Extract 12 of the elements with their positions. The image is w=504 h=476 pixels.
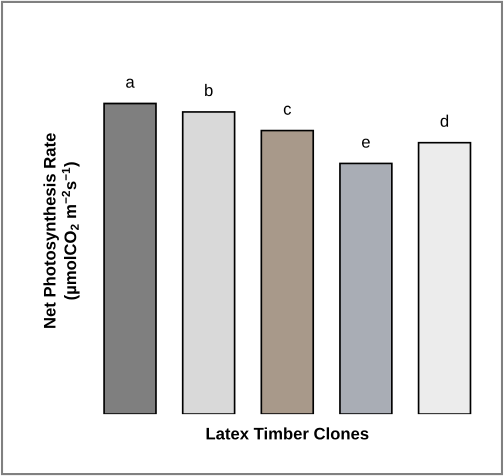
bar <box>339 162 393 414</box>
text: b <box>205 84 213 96</box>
annotation: d <box>440 114 448 127</box>
annotation: e <box>362 138 370 148</box>
bar <box>418 142 472 414</box>
bar <box>260 130 314 414</box>
y-axis-title: Net Photosynthesis Rate (µmolCO$_{2}$ m$^{−2}$s$^{−1}$) <box>43 133 80 328</box>
x-axis-title: Latex Timber Clones <box>206 427 368 440</box>
text: a <box>126 78 135 88</box>
bar <box>103 102 157 414</box>
annotation: c <box>284 106 292 115</box>
bar <box>182 111 236 414</box>
